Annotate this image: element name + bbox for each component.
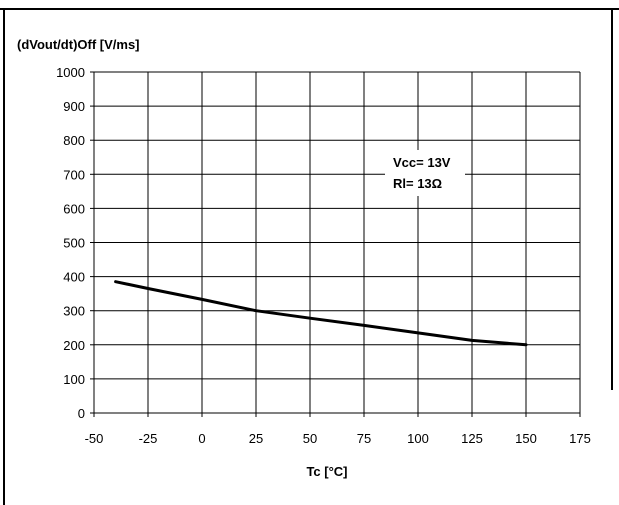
y-tick-label: 0 — [78, 406, 85, 421]
x-tick-label: 125 — [461, 431, 483, 446]
y-tick-label: 700 — [63, 167, 85, 182]
annotation-box — [385, 150, 465, 196]
y-tick-label: 800 — [63, 133, 85, 148]
x-tick-label: 25 — [249, 431, 263, 446]
y-tick-label: 900 — [63, 99, 85, 114]
x-tick-label: 0 — [198, 431, 205, 446]
x-tick-label: 100 — [407, 431, 429, 446]
y-tick-label: 1000 — [56, 65, 85, 80]
x-tick-label: 50 — [303, 431, 317, 446]
x-tick-label: -25 — [139, 431, 158, 446]
y-tick-label: 400 — [63, 270, 85, 285]
annotation-vcc: Vcc= 13V — [393, 155, 451, 170]
y-tick-label: 500 — [63, 236, 85, 251]
y-tick-label: 300 — [63, 304, 85, 319]
x-tick-label: 175 — [569, 431, 591, 446]
x-tick-label: 75 — [357, 431, 371, 446]
y-tick-label: 100 — [63, 372, 85, 387]
x-tick-label: 150 — [515, 431, 537, 446]
series-line-0 — [114, 280, 528, 347]
x-axis-title: Tc [°C] — [306, 464, 347, 479]
y-axis-title: (dVout/dt)Off [V/ms] — [17, 37, 140, 52]
plot-area: -50 -25 0 25 50 75 100 125 150 175 0 100 200 300 400 50… — [56, 65, 591, 446]
x-tick-label: -50 — [85, 431, 104, 446]
annotation-rl: Rl= 13Ω — [393, 176, 442, 191]
y-tick-label: 600 — [63, 201, 85, 216]
y-tick-label: 200 — [63, 338, 85, 353]
